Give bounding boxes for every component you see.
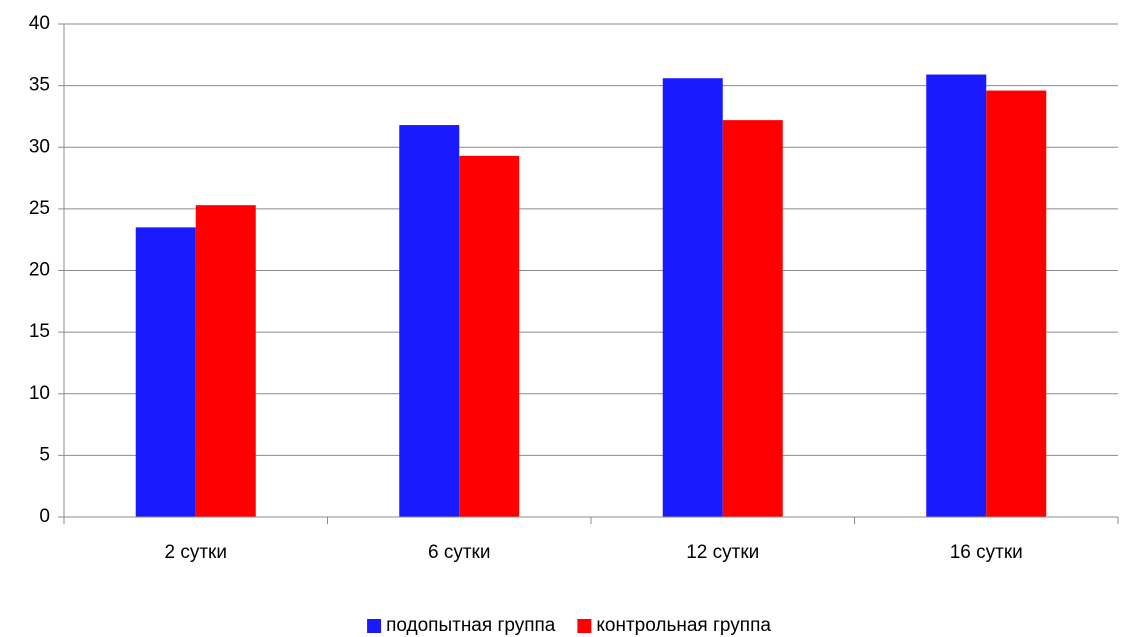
y-tick-label: 40: [29, 13, 50, 34]
bar-control: [459, 155, 520, 517]
y-tick-label: 0: [39, 506, 50, 527]
legend-label: контрольная группа: [596, 615, 771, 636]
x-tick-label: 6 сутки: [428, 542, 490, 563]
legend: подопытная группа контрольная группа: [367, 615, 771, 636]
legend-swatch: [367, 619, 382, 633]
bar-control: [722, 120, 783, 517]
x-tick-label: 12 сутки: [686, 542, 759, 563]
y-tick-label: 5: [39, 444, 50, 465]
legend-swatch: [577, 619, 592, 633]
bar-control: [195, 205, 256, 518]
x-tick-label: 16 сутки: [950, 542, 1023, 563]
bar-experimental: [399, 125, 460, 517]
axes: [58, 23, 1119, 524]
bars: [135, 74, 1047, 518]
bar-experimental: [135, 227, 196, 518]
y-tick-labels: 0 5 10 15 20 25 30 35 40: [29, 13, 50, 527]
y-tick-label: 20: [29, 260, 50, 281]
y-tick-label: 25: [29, 198, 50, 219]
bar-control: [986, 90, 1047, 518]
legend-label: подопытная группа: [386, 615, 556, 636]
x-tick-label: 2 сутки: [165, 542, 227, 563]
y-tick-label: 10: [29, 383, 50, 404]
bar-experimental: [926, 74, 987, 517]
y-tick-label: 15: [29, 321, 50, 342]
y-tick-label: 30: [29, 136, 50, 157]
y-tick-label: 35: [29, 75, 50, 96]
x-tick-labels: 2 сутки 6 сутки 12 сутки 16 сутки: [165, 542, 1023, 563]
bar-experimental: [662, 78, 723, 517]
